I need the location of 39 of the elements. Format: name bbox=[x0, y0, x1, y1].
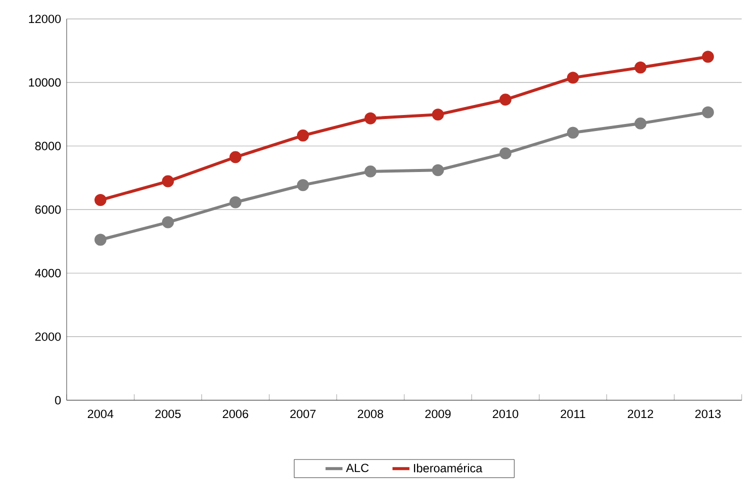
x-tick-label: 2004 bbox=[88, 410, 114, 418]
point bbox=[566, 126, 579, 139]
y-tick-label: 8000 bbox=[35, 142, 61, 150]
point bbox=[229, 151, 242, 164]
x-tick-label: 2007 bbox=[290, 410, 316, 418]
y-tick-label: 0 bbox=[55, 396, 61, 405]
y-tick-label: 12000 bbox=[29, 14, 61, 24]
point bbox=[634, 118, 646, 130]
x-tick-label: 2012 bbox=[628, 410, 654, 418]
point bbox=[229, 196, 242, 208]
point bbox=[296, 179, 309, 192]
x-tick-label: 2008 bbox=[358, 410, 384, 418]
x-tick-label: 2013 bbox=[695, 410, 721, 418]
point bbox=[432, 164, 444, 176]
y-tick-label: 10000 bbox=[29, 78, 61, 87]
point bbox=[364, 112, 376, 124]
point bbox=[499, 94, 512, 106]
x-tick-label: 2011 bbox=[560, 410, 586, 418]
point bbox=[162, 216, 174, 228]
point bbox=[634, 62, 646, 74]
legend-label: Iberoamérica bbox=[414, 464, 482, 472]
point bbox=[702, 50, 714, 63]
point bbox=[94, 234, 106, 246]
point bbox=[94, 194, 106, 206]
legend-label: ALC bbox=[346, 464, 369, 472]
x-tick-label: 2009 bbox=[425, 410, 451, 418]
point bbox=[702, 106, 714, 118]
x-tick-label: 2010 bbox=[492, 410, 518, 418]
point bbox=[296, 130, 309, 142]
point bbox=[432, 108, 444, 121]
y-tick-label: 6000 bbox=[35, 205, 61, 214]
y-tick-label: 4000 bbox=[35, 268, 61, 278]
x-tick-label: 2006 bbox=[222, 410, 248, 418]
point bbox=[364, 166, 376, 178]
y-tick-label: 2000 bbox=[35, 332, 61, 341]
x-tick-label: 2005 bbox=[155, 410, 181, 418]
point bbox=[499, 147, 512, 160]
point bbox=[566, 72, 579, 84]
point bbox=[162, 175, 174, 188]
